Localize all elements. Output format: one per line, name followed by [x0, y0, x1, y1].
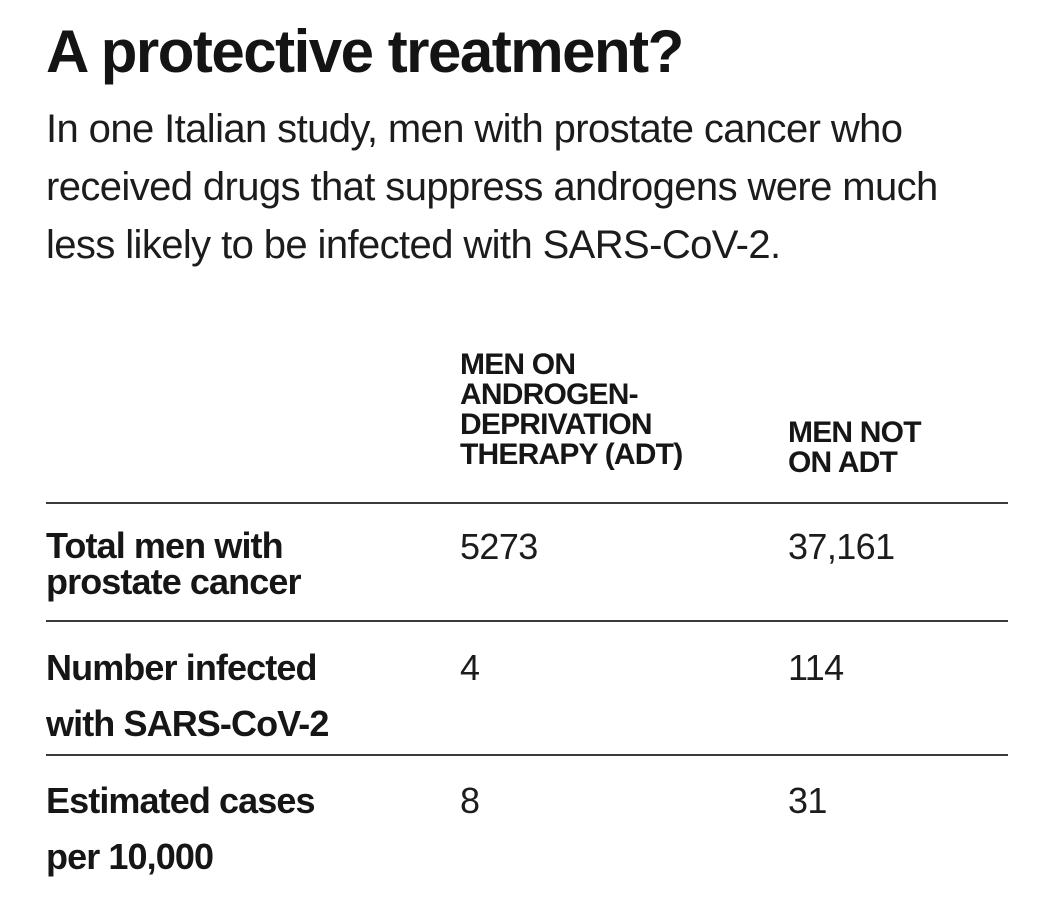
cell-infected-adt: 4 — [460, 647, 480, 688]
row-label-estimated-cases: Estimated cases per 10,000 — [46, 780, 316, 877]
column-header-no-adt: MEN NOT ON ADT — [788, 416, 922, 479]
row-divider — [46, 754, 1008, 756]
cell-infected-no-adt: 114 — [788, 647, 844, 688]
chart-subtitle: In one Italian study, men with prostate … — [46, 107, 938, 267]
row-label-number-infected: Number infected with SARS-CoV-2 — [46, 647, 329, 744]
chart-title: A protective treatment? — [46, 18, 684, 85]
row-label-total-men: Total men with prostate cancer — [46, 525, 302, 602]
cell-cases-adt: 8 — [460, 780, 480, 821]
column-header-adt: MEN ON ANDROGEN- DEPRIVATION THERAPY (AD… — [460, 348, 683, 471]
row-divider — [46, 620, 1008, 622]
row-divider — [46, 502, 1008, 504]
cell-total-men-no-adt: 37,161 — [788, 526, 895, 567]
cell-cases-no-adt: 31 — [788, 780, 827, 821]
cell-total-men-adt: 5273 — [460, 526, 538, 567]
